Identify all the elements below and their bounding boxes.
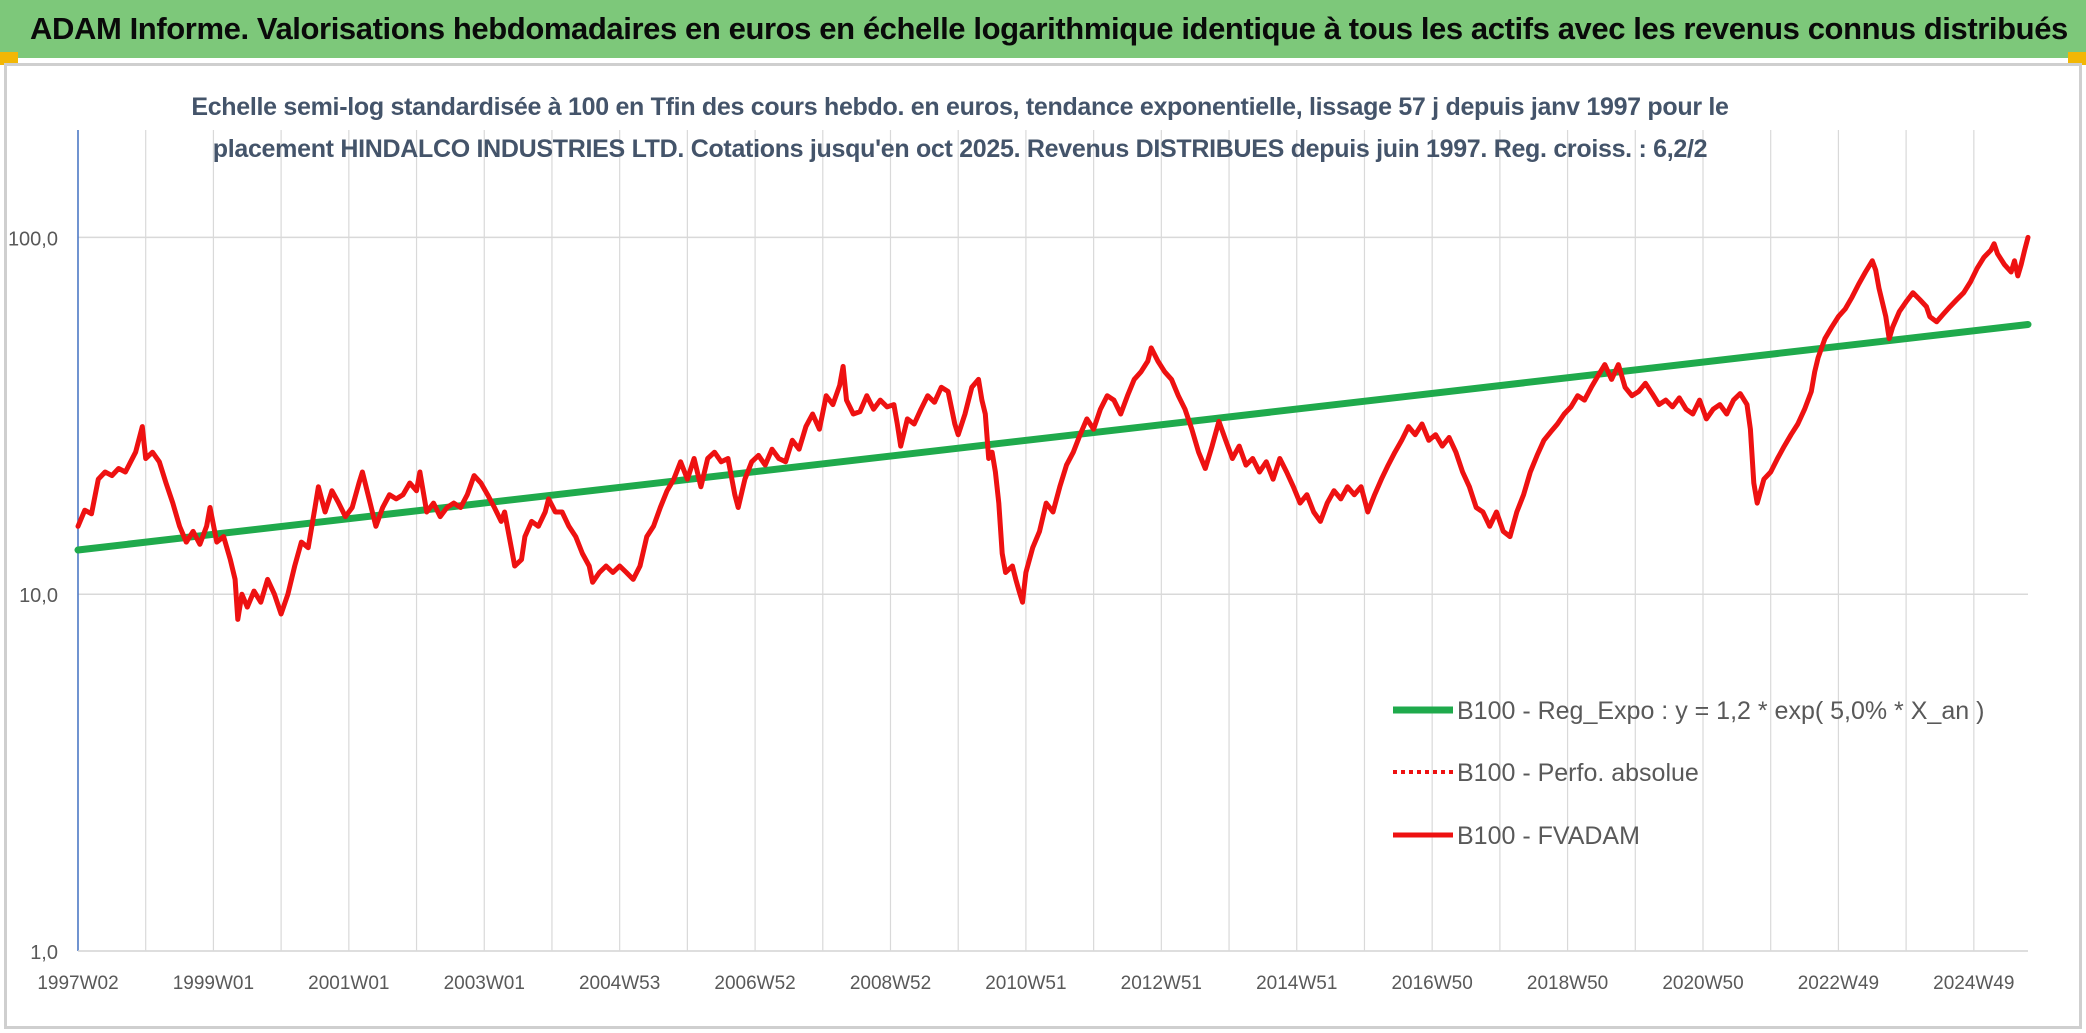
x-tick-label: 2004W53 xyxy=(579,973,660,994)
chart-subtitle: Echelle semi-log standardisée à 100 en T… xyxy=(160,86,1760,170)
x-tick-label: 2024W49 xyxy=(1933,973,2014,994)
report-title: ADAM Informe. Valorisations hebdomadaire… xyxy=(30,11,2068,46)
x-tick-label: 2006W52 xyxy=(714,973,795,994)
legend: B100 - Reg_Expo : y = 1,2 * exp( 5,0% * … xyxy=(1393,697,1984,850)
x-tick-label: 2008W52 xyxy=(850,973,931,994)
x-tick-label: 2010W51 xyxy=(985,973,1066,994)
chart-subtitle-line-2: placement HINDALCO INDUSTRIES LTD. Cotat… xyxy=(212,135,1708,163)
y-tick-label: 1,0 xyxy=(30,942,58,964)
x-tick-label: 2001W01 xyxy=(308,973,389,994)
x-tick-label: 2003W01 xyxy=(444,973,525,994)
legend-label: B100 - FVADAM xyxy=(1457,822,1640,850)
legend-label: B100 - Perfo. absolue xyxy=(1457,759,1699,787)
grid xyxy=(77,130,2028,952)
x-tick-label: 2014W51 xyxy=(1256,973,1337,994)
series xyxy=(74,234,2032,622)
y-tick-label: 10,0 xyxy=(19,585,58,607)
chart-subtitle-line-1: Echelle semi-log standardisée à 100 en T… xyxy=(191,93,1729,121)
x-tick-label: 2012W51 xyxy=(1121,973,1202,994)
chart-frame xyxy=(4,63,2082,1029)
x-tick-label: 2016W50 xyxy=(1391,973,1472,994)
series-line-solid-green xyxy=(74,321,2032,554)
report-banner: ADAM Informe. Valorisations hebdomadaire… xyxy=(0,0,2086,58)
x-tick-label: 1999W01 xyxy=(173,973,254,994)
series-line-solid-red xyxy=(75,234,2031,622)
x-tick-label: 2020W50 xyxy=(1662,973,1743,994)
x-tick-label: 1997W02 xyxy=(37,973,118,994)
y-tick-label: 100,0 xyxy=(8,228,58,250)
x-tick-label: 2018W50 xyxy=(1527,973,1608,994)
corner-marker-left xyxy=(0,52,18,65)
axes: 1,0 10,0 100,0 1997W02 1999W01 2001W01 2003W01… xyxy=(8,130,2028,994)
corner-marker-right xyxy=(2068,52,2086,65)
legend-label: B100 - Reg_Expo : y = 1,2 * exp( 5,0% * … xyxy=(1457,697,1984,725)
x-tick-label: 2022W49 xyxy=(1798,973,1879,994)
